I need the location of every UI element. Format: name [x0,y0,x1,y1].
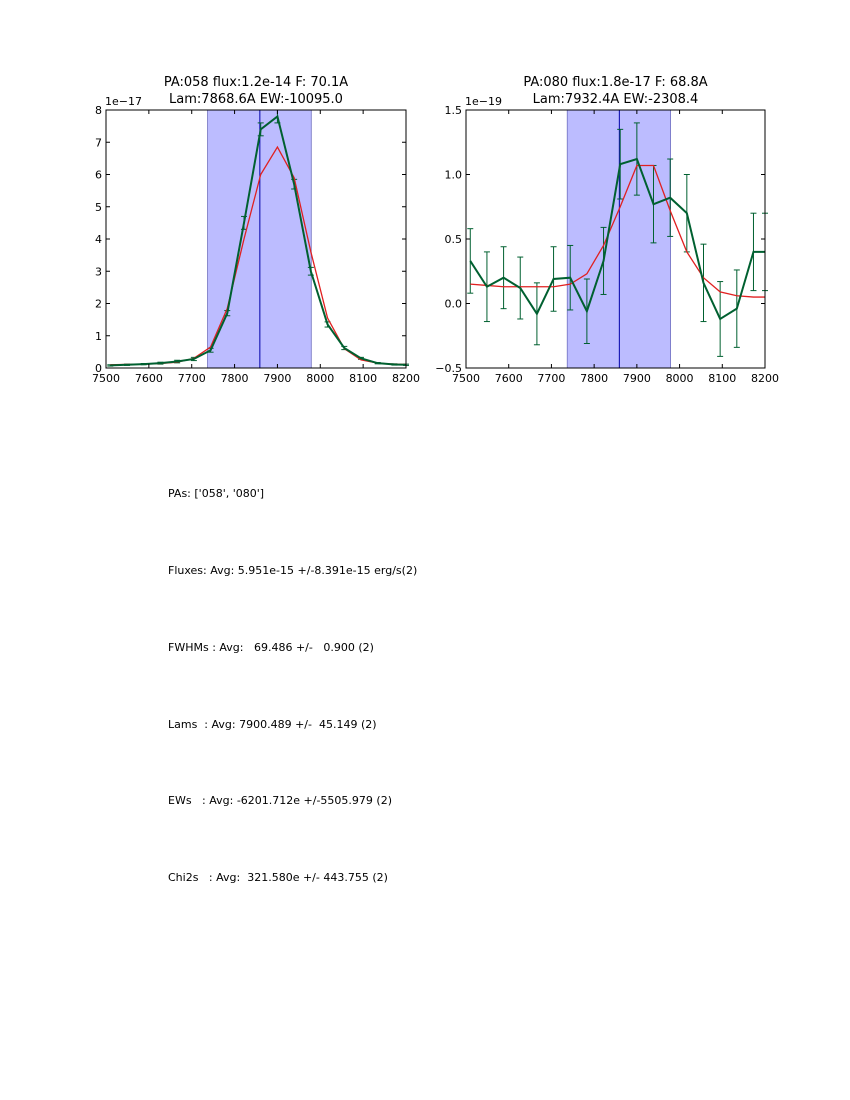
y-scale-label: 1e−17 [105,95,142,108]
stats-fwhms: FWHMs : Avg: 69.486 +/- 0.900 (2) [168,640,374,654]
x-tick-label: 7800 [221,372,249,385]
x-tick-label: 8000 [666,372,694,385]
y-tick-label: 0.5 [445,233,463,246]
y-tick-label: 1.0 [445,169,463,182]
y-tick-label: −0.5 [435,362,462,375]
chart-panel-1: 7500 7600 7700 7800 7900 8000 8100 8200 0 1 2 3 4 5 6 7… [92,75,420,385]
stats-block: PAs: ['058', '080'] Fluxes: Avg: 5.951e-… [168,430,417,916]
chart-title-line2: Lam:7932.4A EW:-2308.4 [533,92,699,107]
y-tick-label: 0.0 [445,298,463,311]
stats-pas: PAs: ['058', '080'] [168,487,265,501]
x-tick-label: 8200 [392,372,420,385]
stats-chi2s: Chi2s : Avg: 321.580e +/- 443.755 (2) [168,871,388,885]
x-tick-label: 7600 [495,372,523,385]
data-line [469,157,765,321]
stats-lams: Lams : Avg: 7900.489 +/- 45.149 (2) [168,717,377,731]
y-tick-label: 5 [95,201,102,214]
x-tick-label: 7700 [537,372,565,385]
y-tick-label: 1.5 [445,104,463,117]
x-tick-label: 7900 [263,372,291,385]
stats-ews: EWs : Avg: -6201.712e +/-5505.979 (2) [168,794,393,808]
y-tick-label: 6 [95,169,102,182]
y-tick-label: 4 [95,233,102,246]
y-tick-label: 2 [95,298,102,311]
x-tick-label: 8200 [751,372,779,385]
x-tick-label: 7600 [135,372,163,385]
chart-title-line2: Lam:7868.6A EW:-10095.0 [169,92,343,107]
x-tick-label: 8100 [708,372,736,385]
chart-title-line1: PA:058 flux:1.2e-14 F: 70.1A [164,75,348,90]
data-line [110,114,407,367]
x-tick-label: 7800 [580,372,608,385]
model-line [470,164,765,298]
y-tick-label: 0 [95,362,102,375]
stats-fluxes: Fluxes: Avg: 5.951e-15 +/-8.391e-15 erg/… [168,563,418,577]
y-tick-label: 8 [95,104,102,117]
x-tick-label: 8100 [349,372,377,385]
x-tick-label: 7500 [452,372,480,385]
x-tick-label: 8000 [306,372,334,385]
x-tick-label: 7500 [92,372,120,385]
x-tick-label: 7900 [623,372,651,385]
y-scale-label: 1e−19 [465,95,502,108]
y-tick-label: 7 [95,136,102,149]
x-tick-label: 7700 [178,372,206,385]
chart-title-line1: PA:080 flux:1.8e-17 F: 68.8A [523,75,707,90]
chart-panel-2: 7500 7600 7700 7800 7900 8000 8100 8200 −0.5 0.0 0… [435,75,779,385]
y-tick-label: 1 [95,330,102,343]
y-tick-label: 3 [95,265,102,278]
